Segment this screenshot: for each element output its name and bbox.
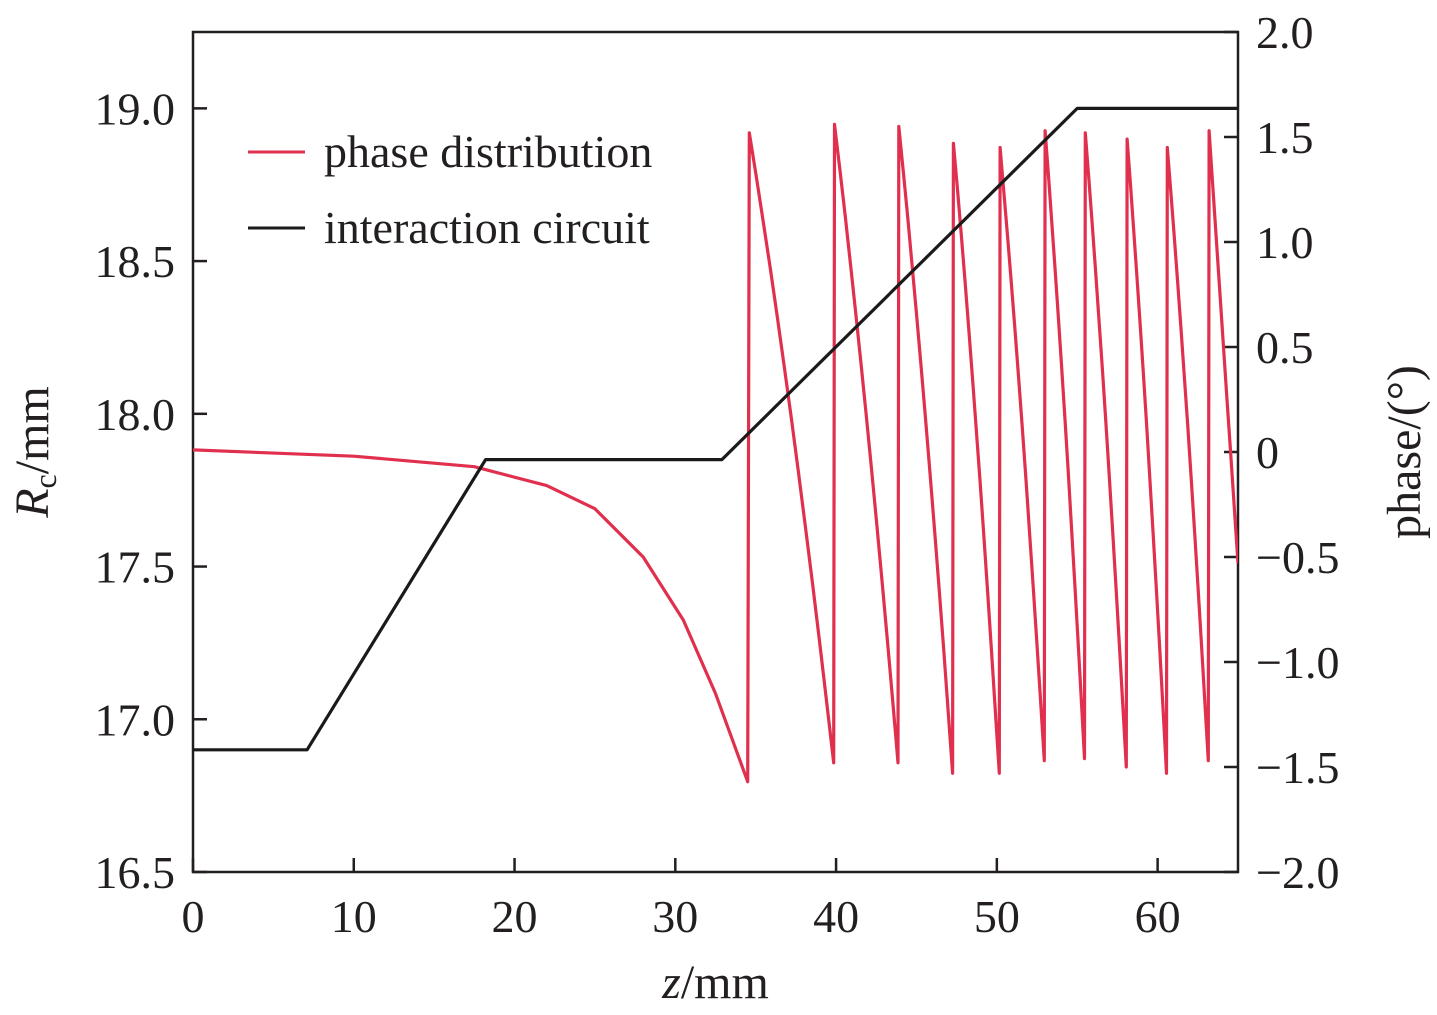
y-right-tick-label: −1.0 (1256, 637, 1339, 688)
x-tick-label: 0 (182, 891, 205, 942)
x-tick-label: 60 (1135, 891, 1181, 942)
y-right-tick-label: 0 (1256, 427, 1279, 478)
tick-layer: 0 10 20 30 40 50 60 16.5 17.0 17.5 18.0 18.5 19.0 −2.… (95, 7, 1340, 942)
y-left-tick-label: 19.0 (95, 83, 176, 134)
series-layer (193, 106, 1238, 784)
y-left-tick-label: 17.5 (95, 542, 176, 593)
y-right-axis-title-text: phase/(°) (1378, 365, 1431, 539)
x-axis-title: z/mm (661, 956, 769, 1009)
y-right-tick-label: 1.5 (1256, 112, 1314, 163)
svg-text:z/mm: z/mm (661, 956, 769, 1009)
legend-label-interaction-circuit: interaction circuit (324, 202, 650, 253)
series-phase-distribution-line (193, 122, 1238, 784)
y-right-axis-title: phase/(°) (1378, 365, 1431, 539)
x-tick-label: 30 (652, 891, 698, 942)
y-left-tick-label: 16.5 (95, 847, 176, 898)
y-left-axis-title-sub: c (27, 474, 63, 488)
series-interaction-circuit-line (193, 106, 1238, 752)
x-axis-title-unit: /mm (681, 956, 769, 1009)
svg-text:Rc/mm: Rc/mm (6, 386, 63, 519)
x-tick-label: 40 (813, 891, 859, 942)
y-left-axis-title-unit: /mm (6, 386, 59, 474)
x-tick-label: 10 (331, 891, 377, 942)
y-left-axis-title-var: R (6, 488, 59, 518)
x-axis-title-var: z (661, 956, 681, 1009)
y-left-axis-title: Rc/mm (6, 386, 63, 519)
x-tick-label: 20 (492, 891, 538, 942)
y-right-tick-label: 2.0 (1256, 7, 1314, 58)
legend: phase distribution interaction circuit (248, 126, 652, 253)
x-tick-label: 50 (974, 891, 1020, 942)
legend-label-phase-distribution: phase distribution (324, 126, 652, 177)
y-right-tick-label: −2.0 (1256, 847, 1339, 898)
y-right-tick-label: −0.5 (1256, 532, 1339, 583)
y-right-tick-label: 1.0 (1256, 217, 1314, 268)
y-left-tick-label: 18.0 (95, 389, 176, 440)
y-left-tick-label: 18.5 (95, 236, 176, 287)
y-right-tick-label: 0.5 (1256, 322, 1314, 373)
y-left-tick-label: 17.0 (95, 694, 176, 745)
y-right-tick-label: −1.5 (1256, 742, 1339, 793)
